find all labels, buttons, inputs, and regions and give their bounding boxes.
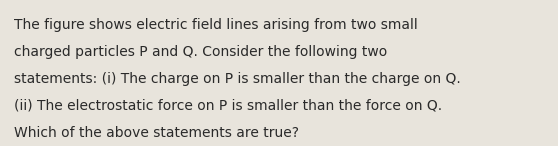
Text: (ii) The electrostatic force on P is smaller than the force on Q.: (ii) The electrostatic force on P is sma… (14, 99, 442, 113)
Text: Which of the above statements are true?: Which of the above statements are true? (14, 126, 299, 140)
Text: The figure shows electric field lines arising from two small: The figure shows electric field lines ar… (14, 18, 418, 32)
Text: statements: (i) The charge on P is smaller than the charge on Q.: statements: (i) The charge on P is small… (14, 72, 461, 86)
Text: charged particles P and Q. Consider the following two: charged particles P and Q. Consider the … (14, 45, 387, 59)
